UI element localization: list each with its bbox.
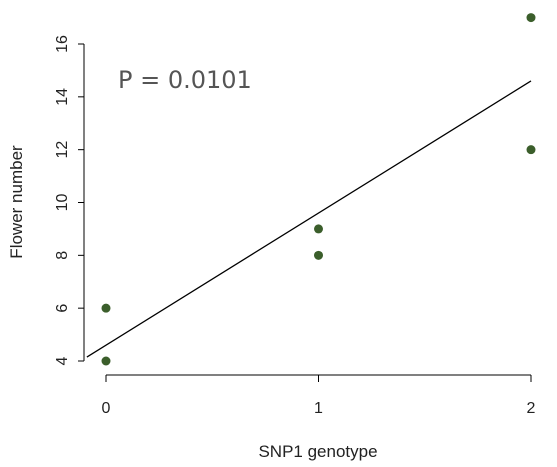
y-axis-ticks: 4 6 8 10 12 14 16 [54,35,84,365]
y-axis-title: Flower number [7,145,26,259]
data-point [526,145,536,155]
y-tick-label: 10 [54,194,71,212]
y-tick-label: 16 [54,35,71,53]
data-point [101,356,111,366]
y-tick-label: 14 [54,88,71,106]
x-tick-label: 2 [527,400,536,417]
x-axis-title: SNP1 genotype [258,442,377,461]
regression-line [86,80,532,358]
x-tick-label: 1 [314,400,323,417]
data-point [314,250,323,260]
x-axis-ticks: 0 1 2 [102,375,536,417]
y-tick-label: 4 [54,356,71,365]
y-tick-label: 12 [54,141,71,159]
y-tick-label: 8 [54,251,71,260]
data-point [101,303,111,313]
data-point [526,13,536,23]
p-value-annotation: P = 0.0101 [118,66,252,94]
data-point [314,224,323,234]
data-points [101,13,536,366]
x-tick-label: 0 [102,400,111,417]
y-tick-label: 6 [54,304,71,313]
